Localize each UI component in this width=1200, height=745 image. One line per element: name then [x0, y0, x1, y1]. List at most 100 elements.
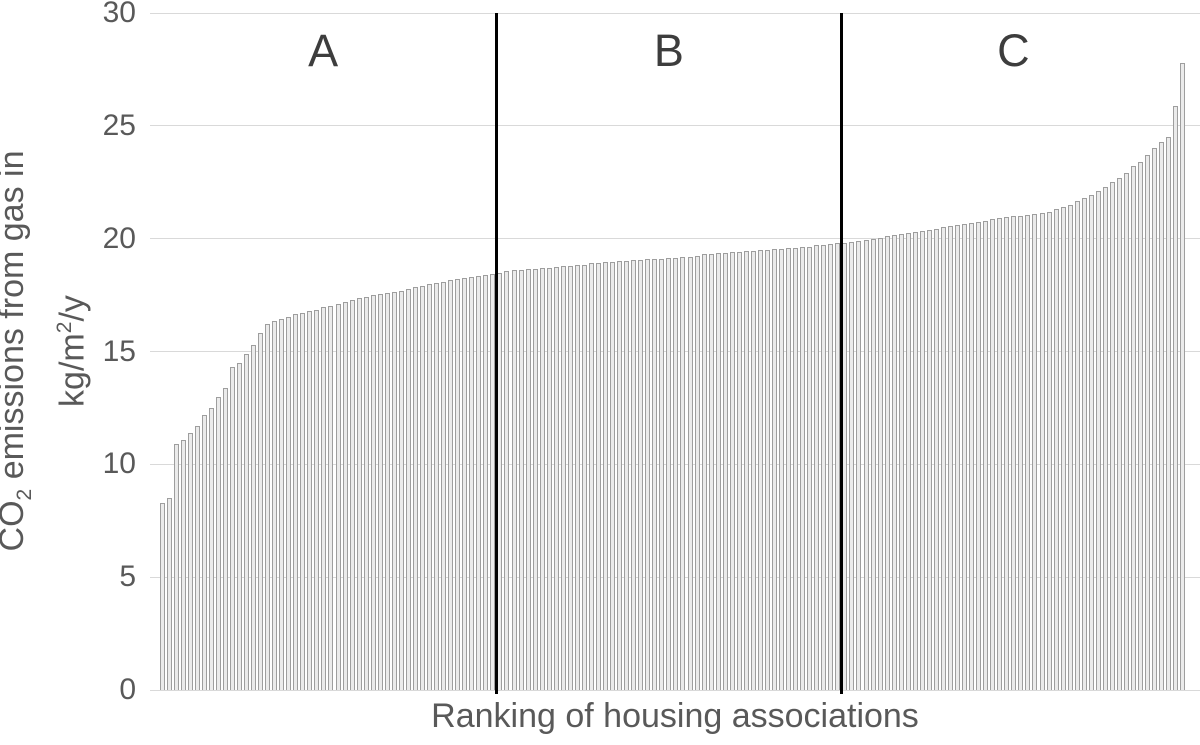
- bar: [363, 297, 369, 690]
- bar: [173, 444, 179, 690]
- bar: [1081, 198, 1087, 690]
- section-label-B: B: [653, 25, 684, 76]
- bar: [610, 262, 616, 690]
- bar: [476, 275, 482, 690]
- bar: [412, 287, 418, 690]
- bar: [990, 219, 996, 690]
- bar: [736, 252, 742, 690]
- bar: [673, 257, 679, 690]
- bar: [1053, 209, 1059, 690]
- bar: [321, 307, 327, 690]
- bar: [814, 245, 820, 690]
- bar: [701, 254, 707, 690]
- bar: [567, 265, 573, 690]
- bar: [215, 396, 221, 690]
- y-tick-label: 20: [102, 221, 136, 255]
- bar: [821, 245, 827, 690]
- bar: [1039, 212, 1045, 690]
- bar: [300, 313, 306, 690]
- bar: [236, 362, 242, 690]
- bar: [1123, 173, 1129, 690]
- bar: [441, 281, 447, 690]
- bar: [947, 226, 953, 690]
- bar: [511, 270, 517, 690]
- bar: [891, 235, 897, 690]
- bar: [490, 273, 496, 690]
- bar: [764, 249, 770, 690]
- bar: [983, 220, 989, 690]
- bar: [1180, 62, 1186, 690]
- bar: [427, 283, 433, 690]
- bar: [243, 353, 249, 690]
- bar: [1159, 141, 1165, 690]
- bar: [265, 324, 271, 690]
- bar: [434, 282, 440, 690]
- bar: [483, 274, 489, 690]
- bar: [955, 225, 961, 690]
- bar: [1095, 191, 1101, 690]
- bar: [1088, 194, 1094, 690]
- bar: [722, 253, 728, 690]
- bar: [159, 502, 165, 690]
- bar: [631, 260, 637, 690]
- bar: [652, 258, 658, 690]
- gridline-y-0: [150, 689, 1200, 691]
- bar: [1109, 182, 1115, 690]
- bar: [940, 227, 946, 690]
- bar: [539, 268, 545, 690]
- bar: [258, 333, 264, 690]
- bar: [757, 249, 763, 690]
- bar: [617, 261, 623, 690]
- bar: [793, 247, 799, 690]
- bar: [1138, 161, 1144, 690]
- bar: [455, 279, 461, 690]
- bar: [800, 246, 806, 690]
- bar: [842, 243, 848, 690]
- bar: [166, 498, 172, 690]
- bar: [779, 248, 785, 690]
- bar: [771, 248, 777, 690]
- bar: [1060, 207, 1066, 690]
- bar: [201, 414, 207, 690]
- bar: [750, 251, 756, 690]
- bar: [870, 238, 876, 690]
- bar: [1152, 148, 1158, 690]
- bar: [546, 268, 552, 690]
- bar: [574, 264, 580, 690]
- y-tick-label: 0: [119, 673, 136, 706]
- bar: [553, 266, 559, 690]
- bar: [666, 257, 672, 690]
- bar: [222, 387, 228, 690]
- bar: [342, 301, 348, 690]
- y-tick-label: 15: [102, 334, 136, 368]
- bar: [1166, 137, 1172, 690]
- bar: [1173, 105, 1179, 690]
- bar: [525, 269, 531, 690]
- bar: [1032, 213, 1038, 690]
- bar: [419, 286, 425, 690]
- section-divider: [494, 13, 498, 694]
- bar: [715, 253, 721, 690]
- bar: [328, 306, 334, 690]
- bar: [884, 236, 890, 690]
- y-tick-label: 30: [102, 0, 136, 29]
- bar: [976, 221, 982, 690]
- bar: [595, 263, 601, 690]
- bar: [1067, 204, 1073, 690]
- bar: [279, 318, 285, 690]
- bar: [807, 246, 813, 690]
- plot-area: A B C: [150, 12, 1200, 694]
- bar: [1011, 216, 1017, 690]
- bar: [1074, 201, 1080, 690]
- bar: [1145, 155, 1151, 690]
- bar: [560, 265, 566, 690]
- x-axis-title: Ranking of housing associations: [431, 697, 919, 735]
- bar: [377, 293, 383, 690]
- bar: [926, 229, 932, 690]
- bar: [356, 298, 362, 690]
- bar: [532, 269, 538, 690]
- bar: [912, 231, 918, 690]
- bar: [581, 264, 587, 690]
- bar: [286, 316, 292, 690]
